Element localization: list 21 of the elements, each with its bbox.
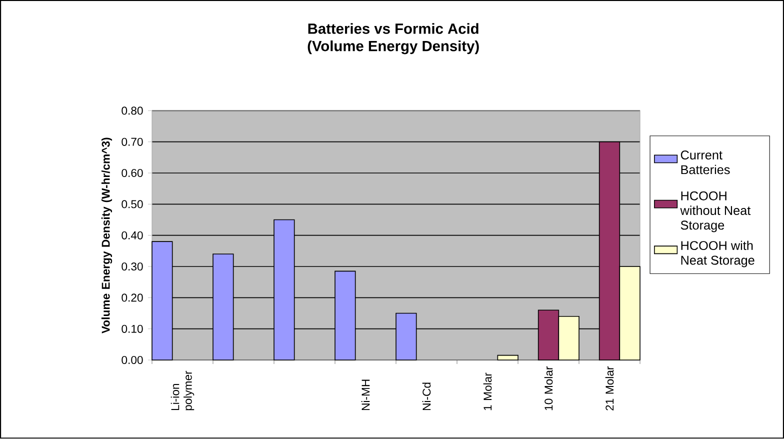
x-tick-label: 21 Molar xyxy=(605,366,614,411)
chart-subtitle: (Volume Energy Density) xyxy=(308,40,479,54)
y-axis-title: Volume Energy Density (W-hr/cm^3) xyxy=(101,138,112,334)
y-tick-label: 0.20 xyxy=(122,294,143,302)
legend-label: Current Batteries xyxy=(680,150,730,174)
x-tick-label: 1 Molar xyxy=(483,372,492,410)
y-tick-label: 0.10 xyxy=(122,324,143,333)
chart-title: Batteries vs Formic Acid xyxy=(308,23,478,34)
y-tick-label: 0.80 xyxy=(122,106,143,115)
x-tick-label: 10 Molar xyxy=(544,366,553,410)
y-tick-label: 0.40 xyxy=(122,231,143,240)
x-tick-label: Ni-Cd xyxy=(422,382,431,410)
y-tick-label: 0.00 xyxy=(122,356,143,364)
x-tick-label: Li-ion polymer xyxy=(170,370,194,410)
y-tick-label: 0.70 xyxy=(122,138,143,146)
y-tick-label: 0.50 xyxy=(122,200,143,208)
x-tick-label: Ni-MH xyxy=(361,380,370,410)
legend-label: HCOOH with Neat Storage xyxy=(681,240,754,268)
y-tick-label: 0.60 xyxy=(122,169,143,178)
legend-label: HCOOH without Neat Storage xyxy=(680,192,751,232)
y-tick-label: 0.30 xyxy=(122,262,143,271)
